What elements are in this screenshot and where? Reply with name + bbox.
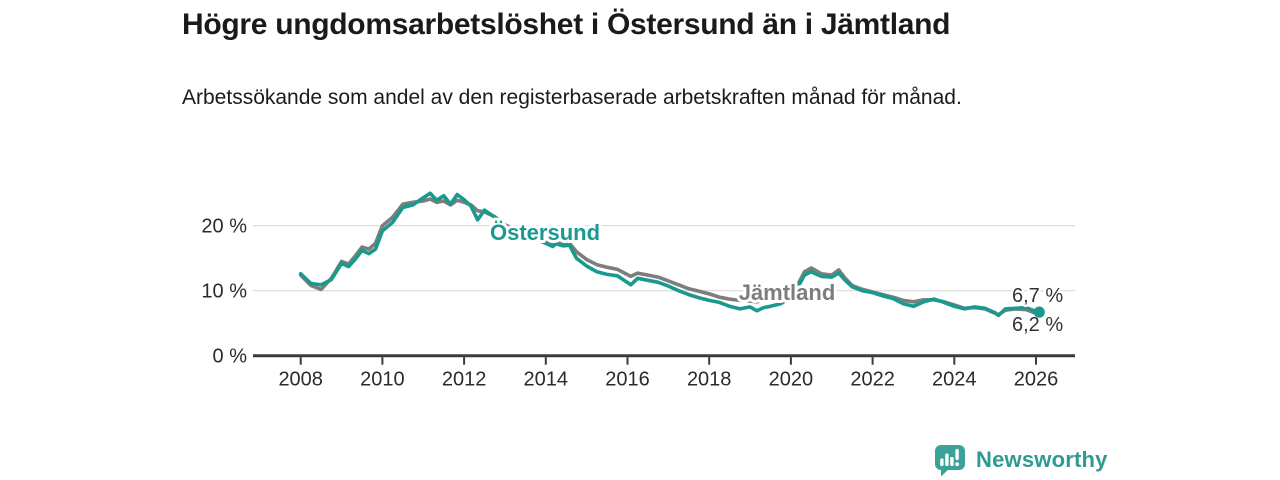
x-tick-label: 2024: [932, 369, 977, 391]
x-tick-label: 2018: [687, 369, 732, 391]
chart-subtitle: Arbetssökande som andel av den registerb…: [182, 86, 962, 109]
page-title: Högre ungdomsarbetslöshet i Östersund än…: [182, 8, 951, 41]
series-line-ostersund: [298, 191, 1042, 318]
x-tick-label: 2008: [278, 369, 323, 391]
series-line-jamtland: [298, 197, 1042, 318]
series-end-dot: [1033, 306, 1045, 318]
brand-footer: Newsworthy: [933, 443, 1108, 477]
y-tick-label: 10 %: [201, 281, 247, 303]
x-tick-label: 2020: [769, 369, 814, 391]
y-tick-label: 0 %: [213, 346, 248, 368]
newsworthy-logo-icon: [935, 445, 965, 477]
x-tick-label: 2016: [605, 369, 650, 391]
x-tick-label: 2026: [1014, 369, 1059, 391]
x-tick-label: 2014: [524, 369, 569, 391]
brand-name: Newsworthy: [976, 447, 1108, 472]
series-label: Östersund: [490, 220, 600, 245]
x-tick-label: 2012: [442, 369, 487, 391]
x-tick-label: 2022: [850, 369, 895, 391]
y-tick-label: 20 %: [201, 216, 247, 238]
x-tick-label: 2010: [360, 369, 405, 391]
end-value-label: 6,2 %: [1012, 314, 1063, 336]
series-label: Jämtland: [739, 280, 836, 305]
end-value-label: 6,7 %: [1012, 285, 1063, 307]
